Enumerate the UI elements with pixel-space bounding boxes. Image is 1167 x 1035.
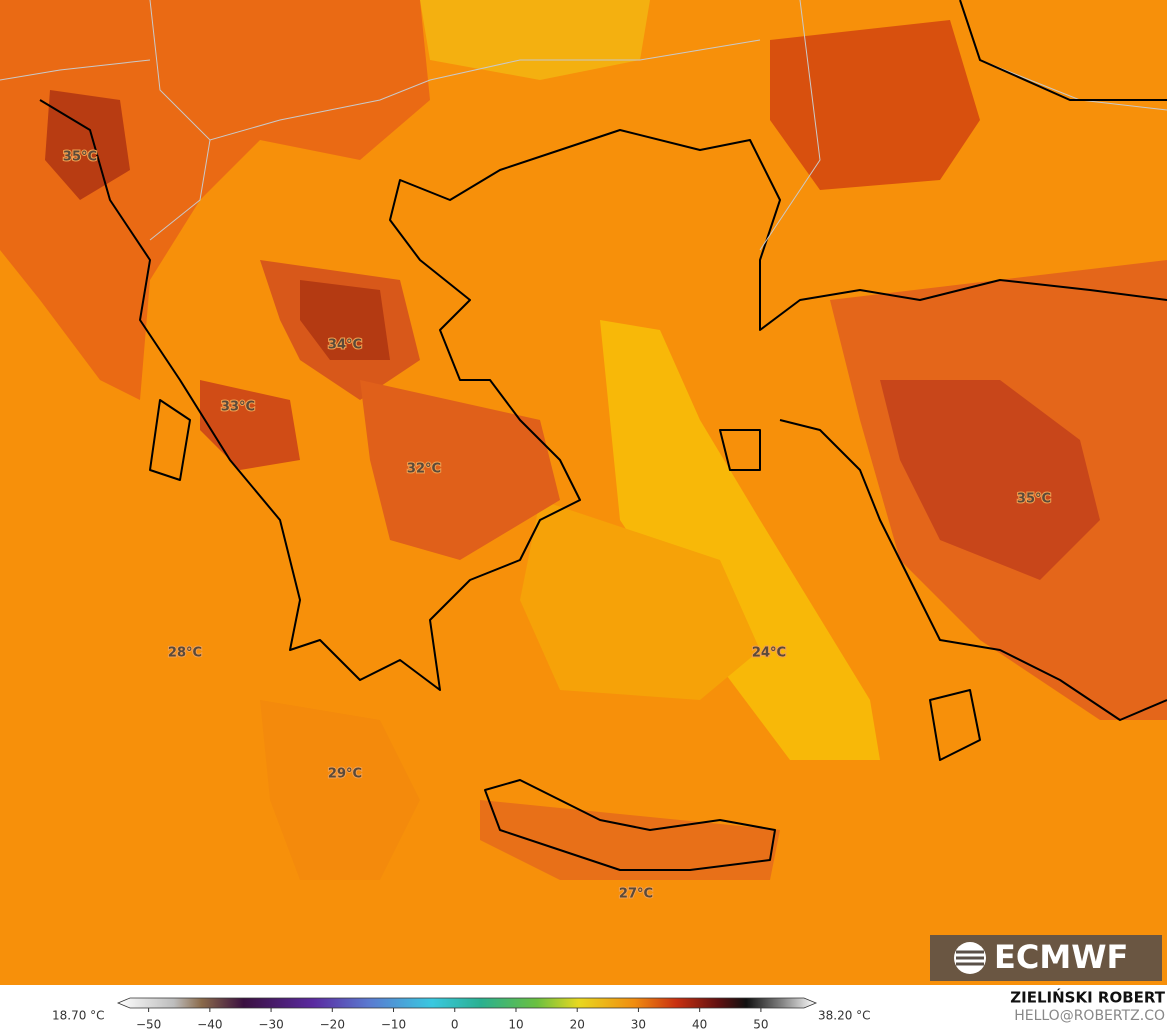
temperature-label: 24°C [752,646,786,661]
colorbar: −50 −40 −30 −20 −10 0 10 20 30 40 50 [116,997,818,1032]
colorbar-tick-label: 10 [508,1018,523,1032]
colorbar-tick-label: −40 [197,1018,222,1032]
map [0,0,1167,985]
colorbar-tick-label: −10 [381,1018,406,1032]
colorbar-min: 18.70 °C [52,1009,105,1023]
colorbar-tick-label: 20 [570,1018,585,1032]
credit-name: ZIELIŃSKI ROBERT [1010,988,1165,1007]
temperature-label: 29°C [328,767,362,782]
colorbar-max: 38.20 °C [818,1009,871,1023]
temperature-label: 35°C [1017,492,1051,507]
colorbar-tick-label: −30 [258,1018,283,1032]
colorbar-tick-label: 0 [451,1018,459,1032]
colorbar-bar [116,997,818,1009]
temperature-label: 34°C [328,338,362,353]
temperature-label: 27°C [619,887,653,902]
colorbar-tick-label: 50 [753,1018,768,1032]
colorbar-tick-label: −20 [320,1018,345,1032]
logo: ECMWF [930,935,1162,981]
colorbar-tick-label: 40 [692,1018,707,1032]
colorbar-tick-label: −50 [136,1018,161,1032]
temperature-label: 33°C [221,400,255,415]
colorbar-tick-label: 30 [631,1018,646,1032]
temperature-label: 28°C [168,646,202,661]
temperature-label: 35°C [63,150,97,165]
logo-text: ECMWF [994,938,1128,976]
temperature-label: 32°C [407,462,441,477]
credit-email: HELLO@ROBERTZ.CO [1014,1008,1165,1024]
map-labels: 35°C 34°C 33°C 32°C 35°C 28°C 24°C 29°C 27°C [62,149,1052,903]
